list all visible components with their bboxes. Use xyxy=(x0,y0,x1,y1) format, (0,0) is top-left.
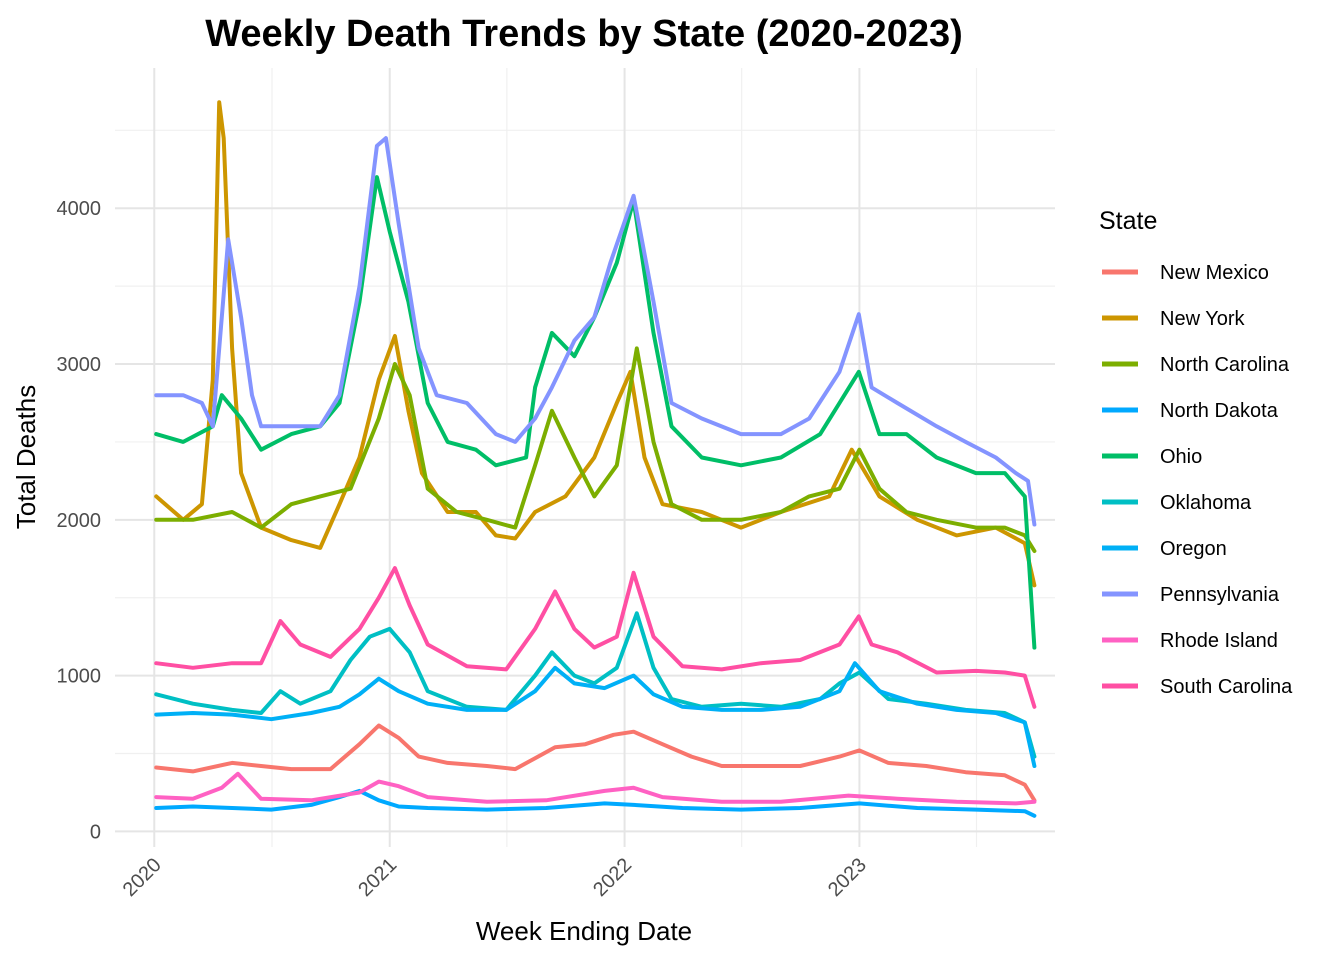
legend-label: South Carolina xyxy=(1160,676,1293,698)
series-line-south-carolina xyxy=(154,566,1037,709)
legend-item: Rhode Island xyxy=(1102,630,1278,652)
series-line-ohio xyxy=(154,175,1037,650)
y-tick-label: 0 xyxy=(90,821,101,843)
series-line-north-carolina xyxy=(154,346,1037,553)
y-tick-label: 1000 xyxy=(57,666,102,688)
legend: State New Mexico New York North Carolina No… xyxy=(1099,207,1293,698)
legend-title: State xyxy=(1099,207,1157,235)
x-tick-label: 2022 xyxy=(589,854,636,901)
legend-label: Pennsylvania xyxy=(1160,584,1280,606)
legend-item: Oregon xyxy=(1102,538,1227,560)
series-line-rhode-island xyxy=(154,771,1037,806)
legend-item: Ohio xyxy=(1102,446,1202,468)
legend-label: Oklahoma xyxy=(1160,492,1252,514)
x-axis-title: Week Ending Date xyxy=(476,916,692,946)
legend-item: North Carolina xyxy=(1102,354,1290,376)
minor-gridlines xyxy=(115,68,1055,847)
legend-item: New York xyxy=(1102,308,1245,330)
x-tick-label: 2023 xyxy=(824,854,871,901)
legend-label: New Mexico xyxy=(1160,262,1269,284)
x-tick-label: 2020 xyxy=(119,854,166,901)
legend-item: New Mexico xyxy=(1102,262,1269,284)
legend-label: New York xyxy=(1160,308,1245,330)
legend-label: Rhode Island xyxy=(1160,630,1278,652)
series-line-north-dakota xyxy=(154,788,1037,818)
legend-item: Oklahoma xyxy=(1102,492,1252,514)
legend-label: North Carolina xyxy=(1160,354,1290,376)
series-line-oregon xyxy=(154,661,1037,768)
chart-title: Weekly Death Trends by State (2020-2023) xyxy=(205,13,963,55)
y-tick-label: 2000 xyxy=(57,510,102,532)
y-axis-ticks: 0 1000 2000 3000 4000 xyxy=(57,198,102,843)
legend-label: Oregon xyxy=(1160,538,1227,560)
legend-item: North Dakota xyxy=(1102,400,1279,422)
x-axis-ticks: 2020 2021 2022 2023 xyxy=(119,854,871,901)
y-tick-label: 4000 xyxy=(57,198,102,220)
legend-item: South Carolina xyxy=(1102,676,1293,698)
major-gridlines xyxy=(115,68,1055,847)
series-lines xyxy=(154,100,1037,818)
x-tick-label: 2021 xyxy=(354,854,401,901)
legend-label: North Dakota xyxy=(1160,400,1279,422)
series-line-new-mexico xyxy=(154,723,1037,803)
legend-item: Pennsylvania xyxy=(1102,584,1280,606)
y-tick-label: 3000 xyxy=(57,354,102,376)
series-line-new-york xyxy=(154,100,1037,588)
series-line-pennsylvania xyxy=(154,136,1037,527)
legend-items: New Mexico New York North Carolina North Da… xyxy=(1102,262,1293,698)
y-axis-title: Total Deaths xyxy=(11,385,41,530)
legend-label: Ohio xyxy=(1160,446,1202,468)
